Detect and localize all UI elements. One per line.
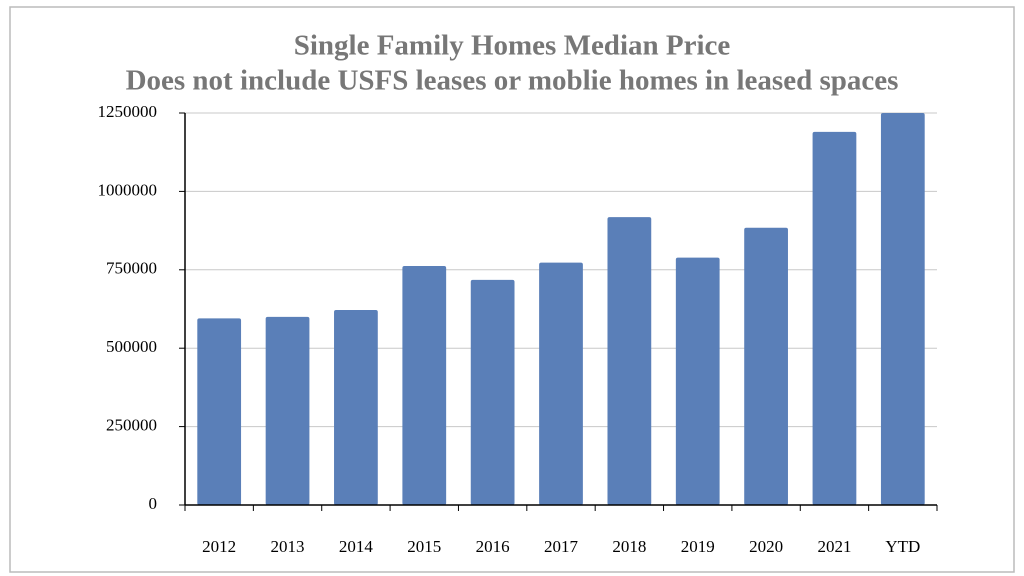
x-tick-label: 2014 bbox=[339, 537, 374, 556]
bar bbox=[880, 113, 925, 505]
bar bbox=[265, 316, 310, 505]
bar bbox=[675, 257, 720, 505]
bar bbox=[539, 262, 583, 505]
y-tick-label: 1000000 bbox=[98, 180, 158, 199]
x-tick-label: 2020 bbox=[749, 537, 783, 556]
x-tick-label: 2012 bbox=[202, 537, 236, 556]
x-tick-label: 2018 bbox=[612, 537, 646, 556]
x-tick-label: 2016 bbox=[476, 537, 510, 556]
x-tick-label: 2021 bbox=[817, 537, 851, 556]
x-tick-label: YTD bbox=[885, 537, 920, 556]
y-tick-label: 1250000 bbox=[98, 102, 158, 121]
y-tick-label: 250000 bbox=[106, 416, 157, 435]
bar bbox=[470, 279, 515, 505]
chart-subtitle: Does not include USFS leases or moblie h… bbox=[126, 65, 899, 97]
y-tick-label: 500000 bbox=[106, 337, 157, 356]
bar bbox=[812, 131, 857, 506]
y-tick-label: 0 bbox=[149, 494, 158, 513]
x-tick-label: 2015 bbox=[407, 537, 441, 556]
bar bbox=[744, 227, 788, 506]
y-tick-label: 750000 bbox=[106, 259, 157, 278]
bar bbox=[334, 309, 378, 505]
x-tick-label: 2013 bbox=[271, 537, 305, 556]
bar bbox=[197, 318, 242, 505]
x-tick-label: 2017 bbox=[544, 537, 579, 556]
chart-title: Single Family Homes Median Price bbox=[294, 30, 731, 62]
x-tick-label: 2019 bbox=[681, 537, 715, 556]
bar bbox=[402, 266, 447, 505]
bar bbox=[607, 217, 652, 505]
